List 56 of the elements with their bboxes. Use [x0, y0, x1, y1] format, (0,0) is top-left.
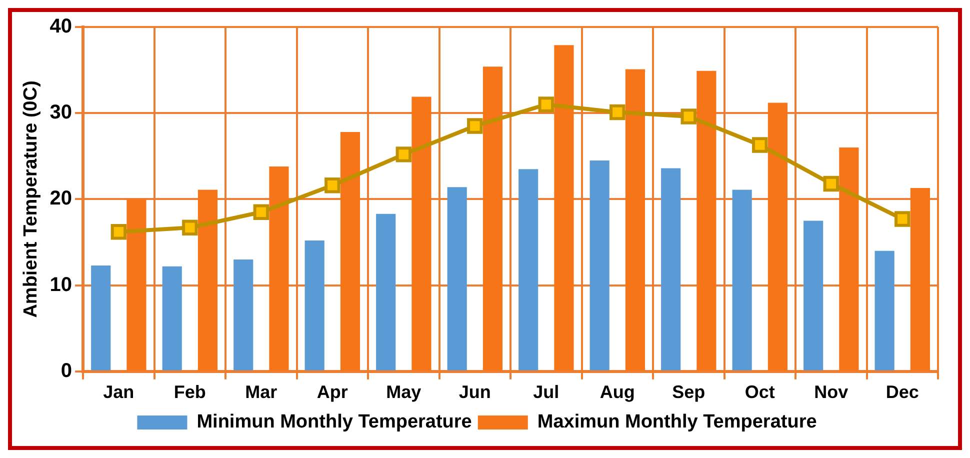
point: [396, 146, 412, 162]
point: [253, 204, 270, 220]
bar: [661, 168, 681, 370]
bar: [126, 199, 146, 370]
point: [894, 211, 910, 227]
point: [110, 224, 127, 240]
bar: [696, 70, 716, 370]
bar: [376, 214, 396, 370]
bar: [625, 69, 645, 370]
x-tick-label: Sep: [672, 382, 706, 402]
bar: [804, 220, 824, 370]
x-tick-label: Apr: [316, 382, 348, 402]
point: [182, 220, 198, 236]
bar: [910, 188, 930, 370]
bar: [269, 166, 289, 370]
bar: [482, 66, 503, 370]
bar: [162, 266, 182, 370]
bar: [768, 102, 788, 370]
bar: [518, 169, 538, 370]
bar: [447, 187, 467, 370]
bar: [91, 265, 111, 370]
y-tick-label: 30: [50, 102, 72, 124]
point: [324, 178, 340, 194]
x-tick-label: Dec: [886, 382, 919, 402]
point: [823, 176, 839, 192]
bar: [304, 240, 324, 370]
x-tick-label: Aug: [600, 382, 635, 402]
bar: [874, 250, 894, 370]
x-tick-label: Jan: [103, 382, 134, 402]
bar: [839, 148, 859, 370]
y-tick-label: 0: [60, 360, 72, 382]
point: [680, 108, 697, 124]
y-axis-title: Ambient Temperature (0C): [20, 80, 42, 318]
legend-label: Maximun Monthly Temperature: [537, 412, 817, 433]
point: [538, 96, 554, 112]
x-tick-label: Oct: [744, 382, 775, 402]
point: [610, 104, 626, 120]
bar: [732, 190, 752, 370]
legend-label: Minimun Monthly Temperature: [196, 412, 472, 433]
point: [467, 118, 483, 134]
bar: [590, 160, 610, 370]
x-tick-label: Jun: [458, 382, 491, 402]
bar: [234, 259, 254, 370]
y-tick-label: 20: [50, 188, 72, 210]
bar: [554, 45, 574, 370]
x-tick-label: Jul: [533, 382, 560, 402]
y-tick-label: 10: [50, 274, 72, 296]
x-tick-label: May: [386, 382, 422, 402]
y-tick-label: 40: [50, 16, 72, 38]
x-tick-label: Nov: [814, 382, 848, 402]
bar: [340, 132, 360, 370]
point: [752, 137, 768, 153]
x-tick-label: Feb: [174, 382, 206, 402]
bar: [412, 96, 432, 370]
bar: [198, 190, 218, 370]
x-tick-label: Mar: [245, 382, 278, 402]
